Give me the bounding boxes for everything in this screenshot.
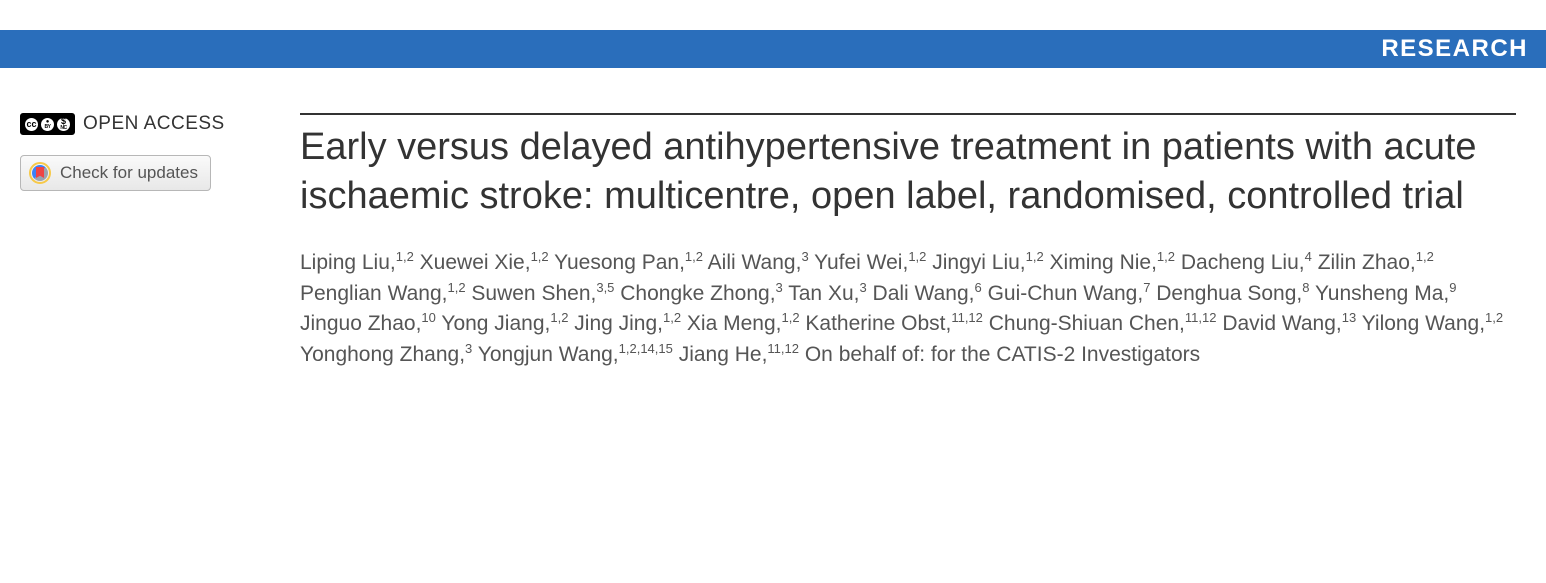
- author: Dali Wang,6: [873, 282, 982, 305]
- author: Chongke Zhong,3: [620, 282, 783, 305]
- affiliation-ref: 1,2,14,15: [619, 341, 673, 356]
- crossmark-icon: [29, 162, 51, 184]
- affiliation-ref: 11,12: [1185, 310, 1217, 325]
- article-title: Early versus delayed antihypertensive tr…: [300, 123, 1516, 220]
- affiliation-ref: 10: [421, 310, 435, 325]
- author: Yunsheng Ma,9: [1315, 282, 1457, 305]
- section-header-bar: RESEARCH: [0, 30, 1546, 68]
- affiliation-ref: 11,12: [951, 310, 983, 325]
- open-access-label: OPEN ACCESS: [83, 113, 225, 135]
- author: Chung-Shiuan Chen,11,12: [989, 312, 1217, 335]
- affiliation-ref: 1,2: [550, 310, 568, 325]
- affiliation-ref: 13: [1342, 310, 1356, 325]
- affiliation-ref: 1,2: [531, 249, 549, 264]
- sidebar: cc ●BY $NC OPEN ACCESS Check for updates: [20, 113, 278, 370]
- author: Jiang He,11,12: [679, 343, 799, 366]
- author: Ximing Nie,1,2: [1050, 251, 1175, 274]
- author: Jinguo Zhao,10: [300, 312, 436, 335]
- author: Liping Liu,1,2: [300, 251, 414, 274]
- affiliation-ref: 3: [465, 341, 472, 356]
- author: Yong Jiang,1,2: [441, 312, 568, 335]
- author: Katherine Obst,11,12: [805, 312, 983, 335]
- author: Yuesong Pan,1,2: [554, 251, 703, 274]
- affiliation-ref: 3,5: [596, 280, 614, 295]
- section-label: RESEARCH: [1381, 35, 1528, 63]
- affiliation-ref: 1,2: [685, 249, 703, 264]
- affiliation-ref: 7: [1143, 280, 1150, 295]
- article-main: Early versus delayed antihypertensive tr…: [300, 113, 1516, 370]
- cc-license-icon: cc ●BY $NC: [20, 113, 75, 135]
- author: Jingyi Liu,1,2: [932, 251, 1043, 274]
- author: Yufei Wei,1,2: [814, 251, 926, 274]
- affiliation-ref: 3: [776, 280, 783, 295]
- group-author: On behalf of: for the CATIS-2 Investigat…: [805, 343, 1200, 366]
- affiliation-ref: 11,12: [767, 341, 799, 356]
- affiliation-ref: 1,2: [908, 249, 926, 264]
- author: Yonghong Zhang,3: [300, 343, 472, 366]
- affiliation-ref: 6: [974, 280, 981, 295]
- affiliation-ref: 1,2: [663, 310, 681, 325]
- author: Jing Jing,1,2: [574, 312, 681, 335]
- open-access-row: cc ●BY $NC OPEN ACCESS: [20, 113, 278, 135]
- author: Tan Xu,3: [788, 282, 866, 305]
- content-wrapper: cc ●BY $NC OPEN ACCESS Check for updates…: [0, 68, 1546, 390]
- affiliation-ref: 8: [1302, 280, 1309, 295]
- affiliation-ref: 1,2: [447, 280, 465, 295]
- author: Suwen Shen,3,5: [471, 282, 614, 305]
- affiliation-ref: 1,2: [1485, 310, 1503, 325]
- author: Gui-Chun Wang,7: [988, 282, 1151, 305]
- author-list: Liping Liu,1,2 Xuewei Xie,1,2 Yuesong Pa…: [300, 248, 1516, 370]
- author: Zilin Zhao,1,2: [1318, 251, 1434, 274]
- author: Penglian Wang,1,2: [300, 282, 466, 305]
- affiliation-ref: 9: [1449, 280, 1456, 295]
- affiliation-ref: 4: [1305, 249, 1312, 264]
- author: Xia Meng,1,2: [687, 312, 800, 335]
- author: Xuewei Xie,1,2: [420, 251, 549, 274]
- affiliation-ref: 1,2: [1157, 249, 1175, 264]
- author: Denghua Song,8: [1156, 282, 1309, 305]
- affiliation-ref: 3: [859, 280, 866, 295]
- check-updates-button[interactable]: Check for updates: [20, 155, 211, 191]
- author: Yongjun Wang,1,2,14,15: [478, 343, 673, 366]
- check-updates-label: Check for updates: [60, 163, 198, 183]
- affiliation-ref: 1,2: [396, 249, 414, 264]
- affiliation-ref: 3: [801, 249, 808, 264]
- affiliation-ref: 1,2: [781, 310, 799, 325]
- author: Yilong Wang,1,2: [1362, 312, 1503, 335]
- author: Aili Wang,3: [708, 251, 809, 274]
- affiliation-ref: 1,2: [1026, 249, 1044, 264]
- affiliation-ref: 1,2: [1416, 249, 1434, 264]
- author: Dacheng Liu,4: [1181, 251, 1312, 274]
- author: David Wang,13: [1222, 312, 1356, 335]
